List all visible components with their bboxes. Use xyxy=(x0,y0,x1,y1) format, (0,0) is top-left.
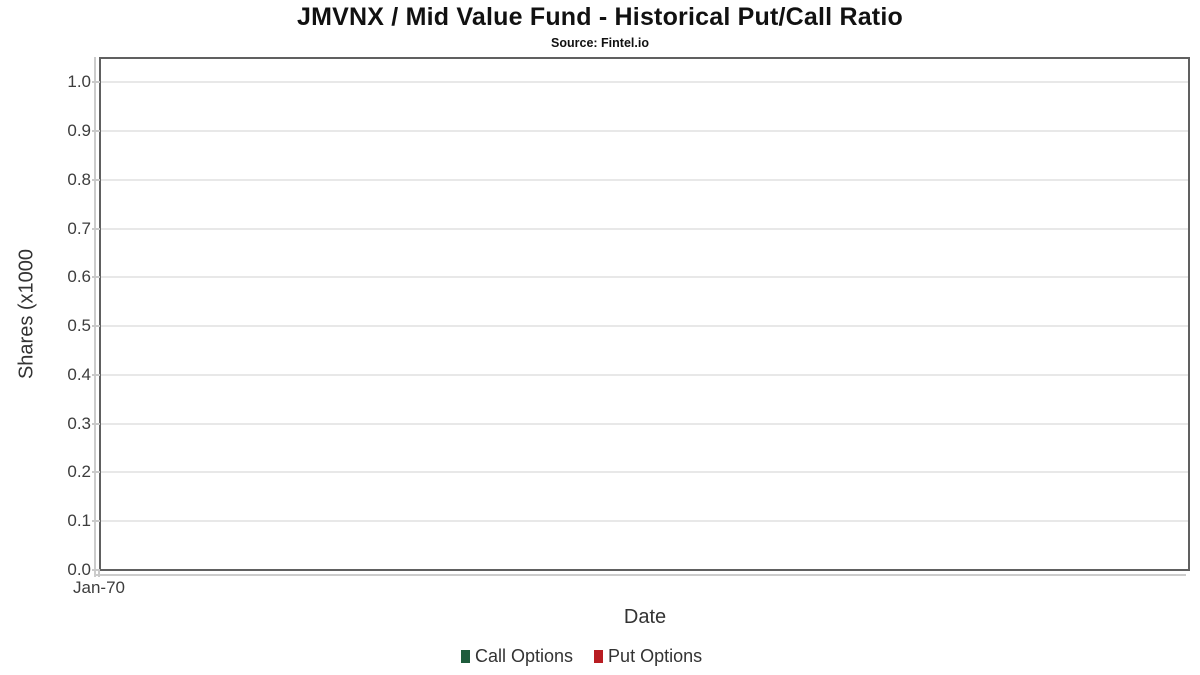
y-tick-mark-0.1 xyxy=(92,520,100,522)
y-tick-label-0.2: 0.2 xyxy=(67,462,91,481)
gridline-y-0.6 xyxy=(101,276,1188,278)
y-tick-label-0.6: 0.6 xyxy=(67,267,91,286)
y-tick-label-0.7: 0.7 xyxy=(67,219,91,238)
y-tick-label-0.5: 0.5 xyxy=(67,316,91,335)
legend-label: Call Options xyxy=(475,646,574,666)
gridline-y-0.7 xyxy=(101,228,1188,230)
x-tick-mark-0 xyxy=(98,571,100,577)
gridline-y-1.0 xyxy=(101,81,1188,83)
gridline-y-0.8 xyxy=(101,179,1188,181)
y-tick-label-0.3: 0.3 xyxy=(67,414,91,433)
legend-item-put-options[interactable]: Put Options xyxy=(594,646,702,667)
y-tick-mark-0.6 xyxy=(92,276,100,278)
plot-area xyxy=(99,57,1190,571)
y-tick-mark-0.7 xyxy=(92,228,100,230)
x-axis-line xyxy=(94,574,1186,576)
gridline-y-0.4 xyxy=(101,374,1188,376)
y-tick-label-0.4: 0.4 xyxy=(67,365,91,384)
x-axis-title: Date xyxy=(623,606,667,628)
gridline-y-0.3 xyxy=(101,423,1188,425)
gridline-y-0.9 xyxy=(101,130,1188,132)
y-tick-mark-0.3 xyxy=(92,423,100,425)
y-tick-label-1.0: 1.0 xyxy=(67,72,91,91)
legend-label: Put Options xyxy=(608,646,703,666)
y-tick-label-0.0: 0.0 xyxy=(67,560,91,579)
y-tick-label-0.1: 0.1 xyxy=(67,511,91,530)
legend-item-call-options[interactable]: Call Options xyxy=(461,646,573,667)
y-tick-mark-0.0 xyxy=(92,569,100,571)
chart-subtitle: Source: Fintel.io xyxy=(551,36,649,50)
gridline-y-0.5 xyxy=(101,325,1188,327)
legend-swatch-icon xyxy=(461,650,470,663)
y-tick-label-0.8: 0.8 xyxy=(67,170,91,189)
y-tick-mark-0.8 xyxy=(92,179,100,181)
chart-title: JMVNX / Mid Value Fund - Historical Put/… xyxy=(297,3,903,31)
y-tick-mark-0.4 xyxy=(92,374,100,376)
x-tick-label-0: Jan-70 xyxy=(73,578,125,597)
legend-swatch-icon xyxy=(594,650,604,663)
chart-legend: Call Options Put Options xyxy=(461,646,702,667)
y-tick-mark-1.0 xyxy=(92,81,100,83)
y-axis-line xyxy=(94,57,96,577)
gridline-y-0.1 xyxy=(101,520,1188,522)
y-tick-mark-0.5 xyxy=(92,325,100,327)
y-tick-mark-0.9 xyxy=(92,130,100,132)
y-tick-label-0.9: 0.9 xyxy=(67,121,91,140)
y-tick-mark-0.2 xyxy=(92,471,100,473)
gridline-y-0.2 xyxy=(101,471,1188,473)
